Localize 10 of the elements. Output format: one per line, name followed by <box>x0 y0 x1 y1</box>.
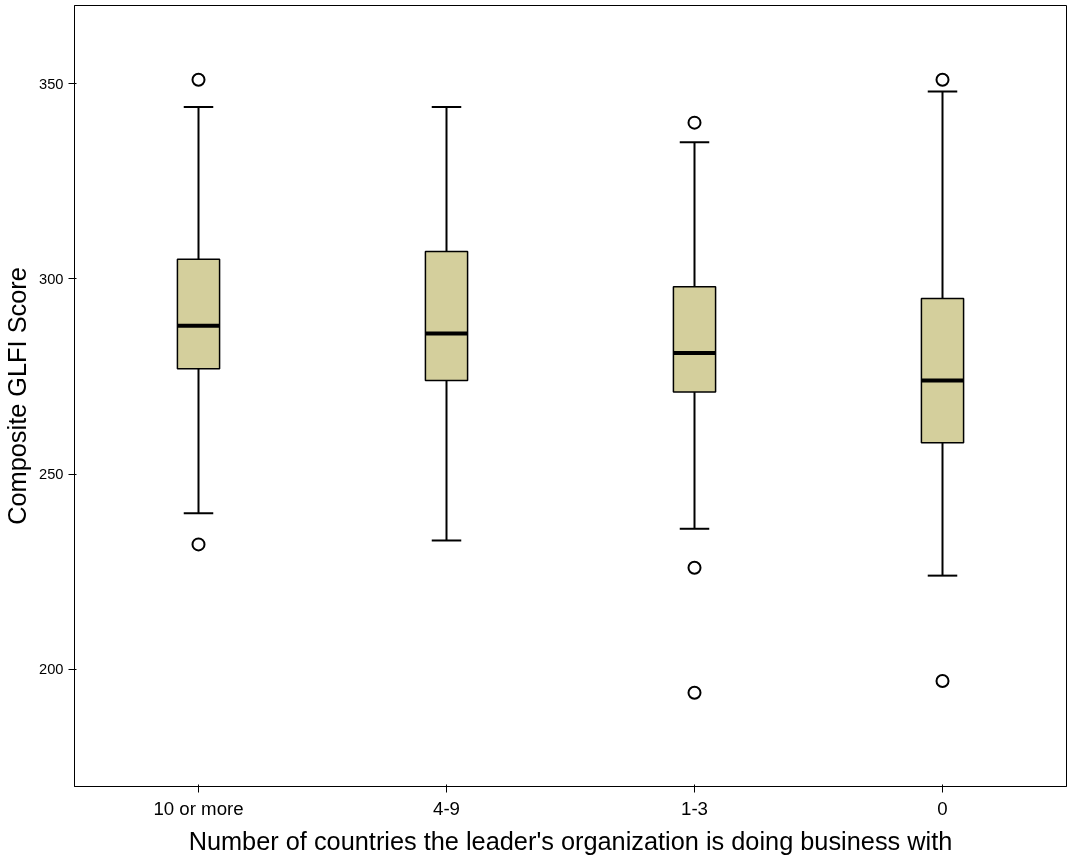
x-tick-label: 0 <box>937 797 948 819</box>
x-tick-label: 4-9 <box>433 797 460 819</box>
y-tick-label: 350 <box>39 75 64 92</box>
y-tick-label: 200 <box>39 661 64 678</box>
y-tick-label: 300 <box>39 270 64 287</box>
x-axis-title: Number of countries the leader's organization is doing business with <box>188 826 953 855</box>
x-tick-label: 1-3 <box>681 797 708 819</box>
y-axis-title: Composite GLFI Score <box>3 267 32 525</box>
y-tick-label: 250 <box>39 466 64 483</box>
x-tick-label: 10 or more <box>153 797 244 819</box>
